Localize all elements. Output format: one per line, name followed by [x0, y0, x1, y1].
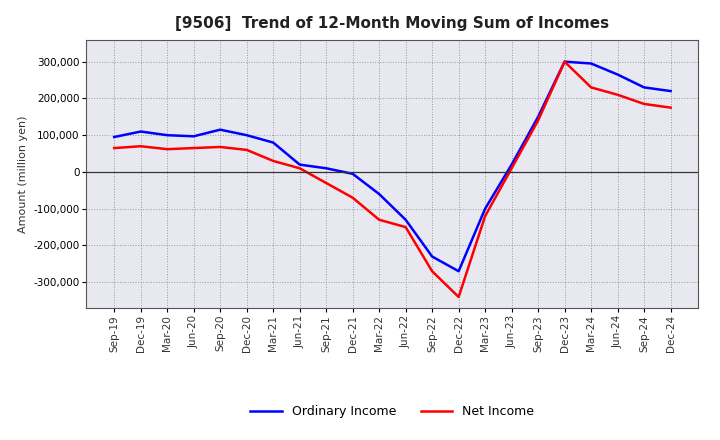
Net Income	[428, 268, 436, 274]
Net Income	[534, 118, 542, 123]
Net Income	[508, 165, 516, 171]
Ordinary Income	[454, 268, 463, 274]
Ordinary Income	[189, 134, 198, 139]
Net Income	[401, 224, 410, 230]
Title: [9506]  Trend of 12-Month Moving Sum of Incomes: [9506] Trend of 12-Month Moving Sum of I…	[176, 16, 609, 32]
Ordinary Income	[508, 162, 516, 167]
Net Income	[454, 294, 463, 300]
Ordinary Income	[534, 114, 542, 119]
Net Income	[348, 195, 357, 200]
Net Income	[560, 59, 569, 64]
Net Income	[189, 146, 198, 151]
Ordinary Income	[481, 206, 490, 211]
Net Income	[136, 143, 145, 149]
Net Income	[640, 101, 649, 106]
Net Income	[295, 165, 304, 171]
Y-axis label: Amount (million yen): Amount (million yen)	[18, 115, 27, 233]
Net Income	[587, 85, 595, 90]
Ordinary Income	[163, 132, 171, 138]
Net Income	[110, 146, 119, 151]
Ordinary Income	[560, 59, 569, 64]
Net Income	[216, 144, 225, 150]
Ordinary Income	[295, 162, 304, 167]
Ordinary Income	[216, 127, 225, 132]
Ordinary Income	[428, 254, 436, 259]
Net Income	[243, 147, 251, 153]
Ordinary Income	[348, 171, 357, 176]
Net Income	[481, 213, 490, 219]
Net Income	[163, 147, 171, 152]
Ordinary Income	[640, 85, 649, 90]
Line: Net Income: Net Income	[114, 62, 670, 297]
Net Income	[375, 217, 384, 222]
Ordinary Income	[136, 129, 145, 134]
Net Income	[613, 92, 622, 97]
Ordinary Income	[401, 217, 410, 222]
Ordinary Income	[666, 88, 675, 94]
Ordinary Income	[243, 132, 251, 138]
Line: Ordinary Income: Ordinary Income	[114, 62, 670, 271]
Net Income	[322, 180, 330, 186]
Ordinary Income	[322, 165, 330, 171]
Ordinary Income	[110, 134, 119, 139]
Ordinary Income	[269, 140, 277, 145]
Net Income	[269, 158, 277, 164]
Ordinary Income	[587, 61, 595, 66]
Ordinary Income	[613, 72, 622, 77]
Ordinary Income	[375, 191, 384, 197]
Net Income	[666, 105, 675, 110]
Legend: Ordinary Income, Net Income: Ordinary Income, Net Income	[246, 400, 539, 423]
